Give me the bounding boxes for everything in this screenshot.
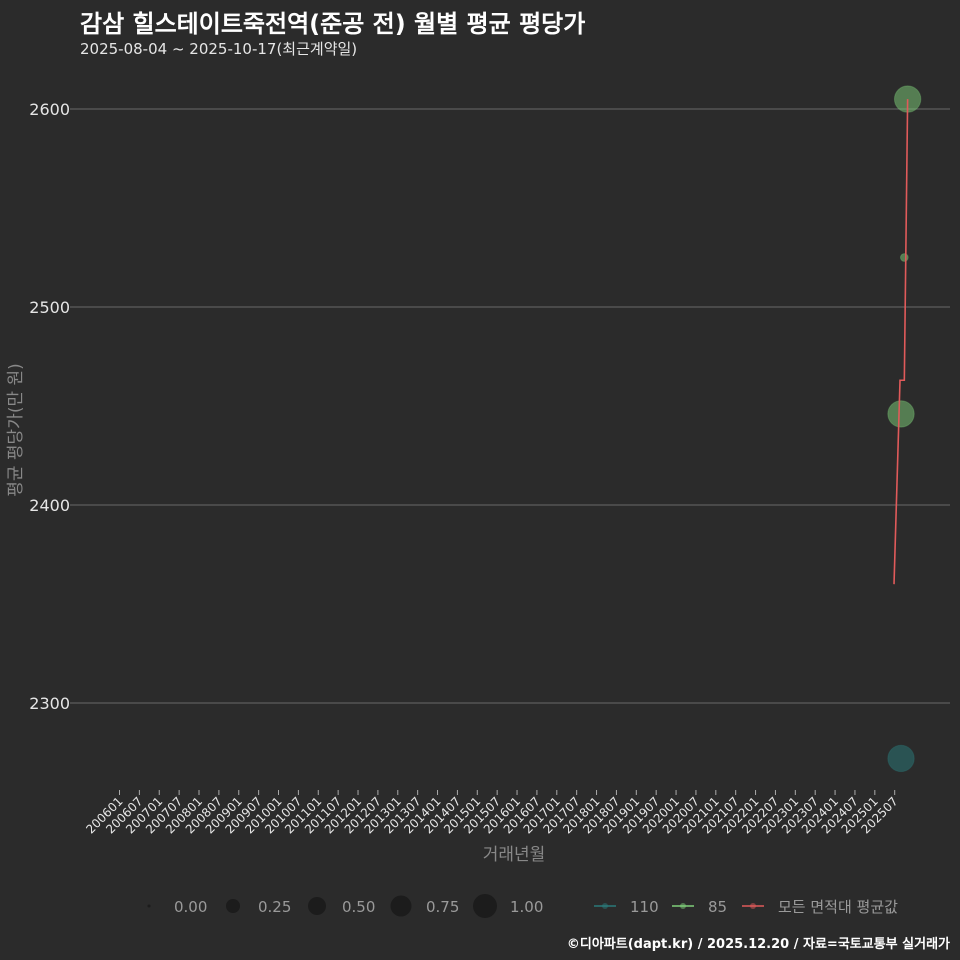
y-tick-label: 2400 (29, 496, 70, 515)
legend-point-key (750, 903, 756, 909)
legend: 0.00 0.25 0.50 0.75 1.00 110 85 모든 면적대 평균값 (147, 894, 898, 918)
legend-series-label: 110 (630, 898, 659, 916)
legend-series-label: 모든 면적대 평균값 (778, 898, 898, 916)
data-series (887, 85, 922, 773)
chart-subtitle: 2025-08-04 ~ 2025-10-17(최근계약일) (80, 40, 358, 58)
size-legend-label: 0.00 (174, 898, 207, 916)
average-line (893, 99, 909, 585)
size-legend-label: 0.25 (258, 898, 291, 916)
size-legend-key (147, 904, 151, 908)
x-axis-label: 거래년월 (483, 845, 546, 865)
size-legend-label: 1.00 (510, 898, 543, 916)
y-tick-label: 2300 (29, 694, 70, 713)
gridlines (74, 108, 950, 704)
chart-title: 감삼 힐스테이트죽전역(준공 전) 월별 평균 평당가 (80, 10, 586, 38)
y-axis-label: 평균 평당가(만 원) (6, 363, 26, 497)
size-legend-key (308, 897, 326, 915)
y-axis: 2300 2400 2500 2600 (29, 100, 74, 713)
size-legend-key (226, 899, 240, 913)
size-legend-key (390, 895, 412, 917)
data-point (899, 253, 909, 262)
x-axis: 2006012006072007012007072008012008072009… (83, 790, 901, 837)
y-tick-label: 2500 (29, 298, 70, 317)
y-tick-label: 2600 (29, 100, 70, 119)
size-legend-label: 0.50 (342, 898, 375, 916)
footer-credit: ©디아파트(dapt.kr) / 2025.12.20 / 자료=국토교통부 실… (566, 937, 950, 952)
size-legend-label: 0.75 (426, 898, 459, 916)
size-legend-key (473, 894, 497, 918)
legend-point-key (680, 903, 686, 909)
data-point (887, 400, 915, 428)
legend-point-key (602, 903, 608, 909)
data-point (887, 744, 915, 773)
legend-series-label: 85 (708, 898, 727, 916)
